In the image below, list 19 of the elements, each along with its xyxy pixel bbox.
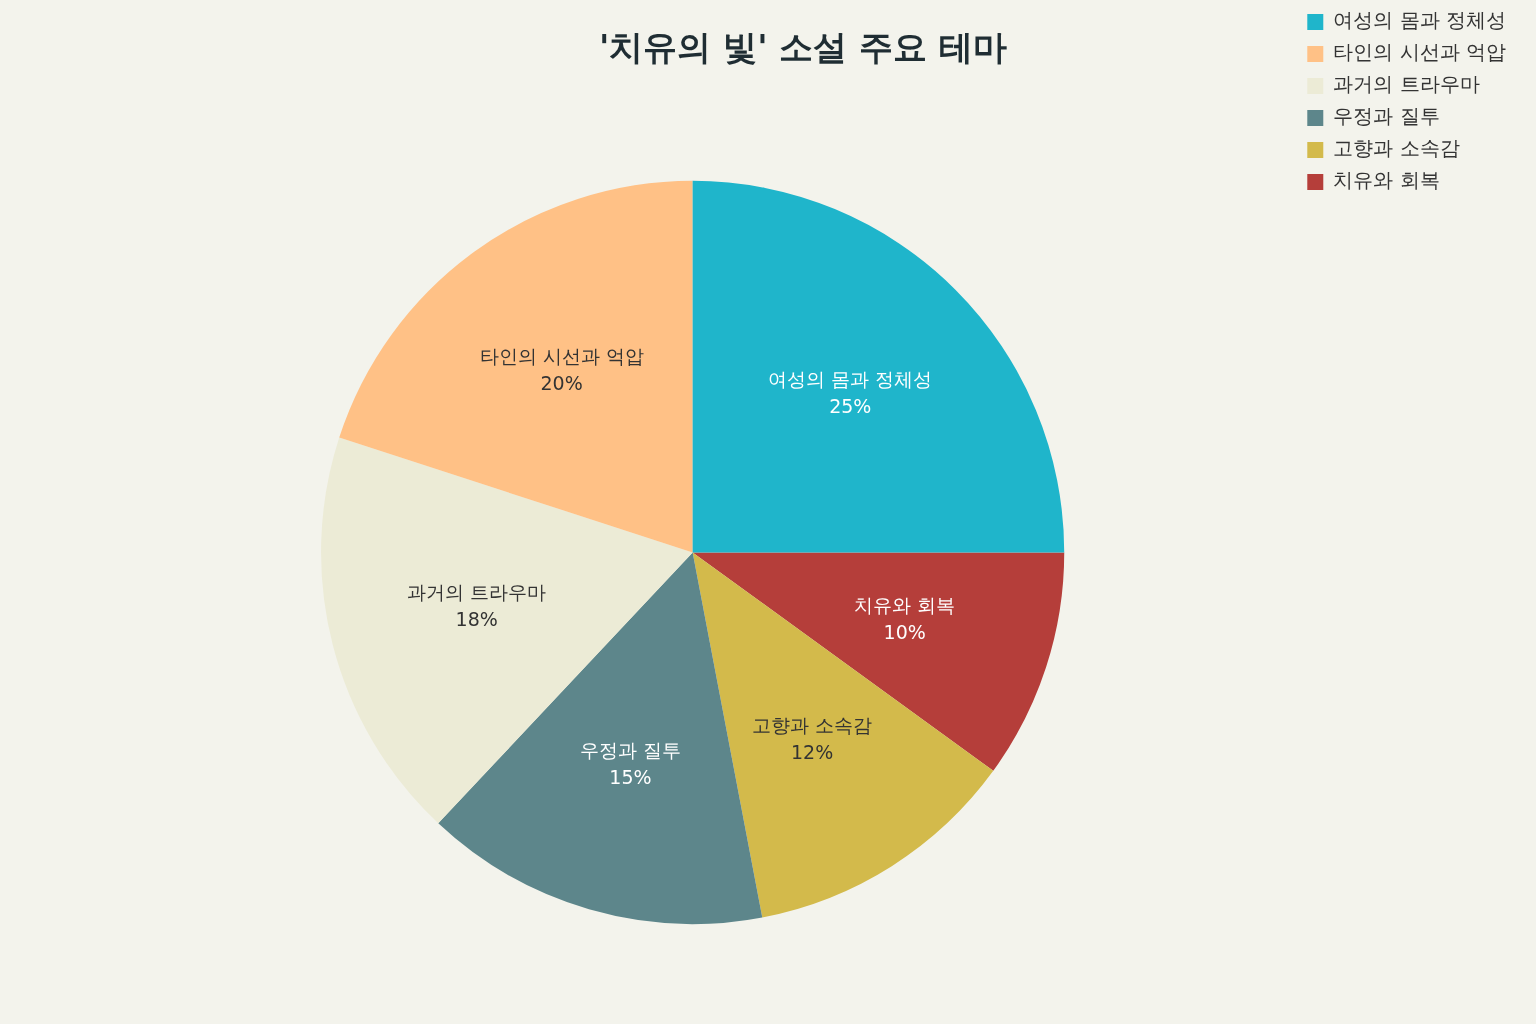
- data-label: 25%: [829, 394, 872, 417]
- legend-label: 우정과 질투: [1333, 104, 1440, 129]
- legend-label: 치유와 회복: [1333, 168, 1440, 193]
- slice-label: 우정과 질투: [579, 739, 681, 762]
- slice-label: 타인의 시선과 억압: [479, 344, 644, 367]
- slice-label: 과거의 트라우마: [407, 580, 547, 603]
- slice-label: 치유와 회복: [854, 594, 956, 617]
- text: '치유의 빛' 소설 주요 테마: [598, 27, 1008, 68]
- data-label: 15%: [609, 766, 652, 789]
- legend-label: 과거의 트라우마: [1333, 72, 1480, 97]
- slice-label: 고향과 소속감: [752, 713, 873, 736]
- data-label: 10%: [883, 621, 926, 644]
- slice-label: 여성의 몸과 정체성: [768, 367, 933, 390]
- legend-label: 타인의 시선과 억압: [1333, 40, 1506, 65]
- data-label: 18%: [455, 607, 498, 630]
- legend-label: 여성의 몸과 정체성: [1333, 8, 1506, 33]
- legend-label: 고향과 소속감: [1333, 136, 1460, 161]
- data-label: 20%: [540, 371, 583, 394]
- data-label: 12%: [790, 740, 834, 763]
